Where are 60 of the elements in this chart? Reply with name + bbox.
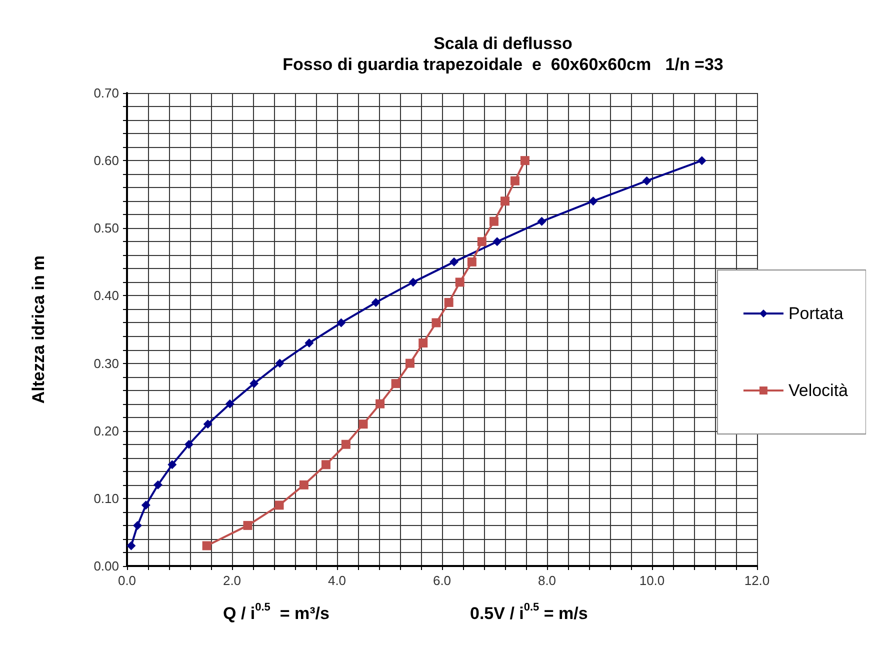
y-tick-label: 0.40 bbox=[94, 288, 119, 304]
y-tick-label: 0.00 bbox=[94, 558, 119, 574]
point bbox=[697, 156, 706, 166]
point bbox=[133, 520, 142, 530]
point bbox=[321, 460, 330, 470]
point bbox=[588, 196, 598, 206]
point bbox=[225, 399, 234, 408]
chart-subtitle: Fosso di guardia trapezoidale e 60x60x60cm 1/n =33 bbox=[282, 55, 724, 74]
point bbox=[432, 318, 441, 328]
point bbox=[371, 298, 380, 307]
point bbox=[304, 338, 314, 348]
point bbox=[250, 379, 259, 388]
point bbox=[274, 500, 284, 510]
point bbox=[203, 420, 212, 429]
point bbox=[126, 541, 136, 550]
point bbox=[168, 460, 177, 470]
point bbox=[500, 196, 510, 206]
y-tick-label: 0.70 bbox=[94, 86, 119, 100]
point bbox=[510, 176, 520, 186]
point bbox=[444, 298, 454, 307]
x-tick-label: 8.0 bbox=[538, 573, 556, 588]
legend-label: Portata bbox=[788, 304, 844, 323]
point bbox=[376, 399, 385, 408]
point bbox=[391, 379, 400, 388]
point bbox=[477, 237, 486, 246]
point bbox=[336, 318, 346, 328]
point bbox=[275, 358, 284, 368]
point bbox=[489, 216, 498, 226]
point bbox=[520, 156, 530, 166]
point bbox=[405, 358, 414, 368]
point bbox=[358, 420, 368, 429]
y-tick-label: 0.10 bbox=[94, 490, 119, 506]
x-tick-label: 10.0 bbox=[639, 573, 665, 588]
y-tick-label: 0.50 bbox=[94, 220, 119, 236]
y-tick-label: 0.30 bbox=[94, 356, 119, 371]
y-axis-title: Altezza idrica in m bbox=[29, 255, 48, 404]
x-tick-label: 6.0 bbox=[432, 573, 452, 588]
point bbox=[243, 520, 252, 530]
point bbox=[408, 278, 418, 287]
point bbox=[642, 176, 652, 186]
y-tick-label: 0.20 bbox=[94, 423, 119, 438]
point bbox=[153, 480, 162, 490]
point bbox=[141, 500, 150, 510]
y-tick-label: 0.60 bbox=[94, 153, 119, 168]
point bbox=[202, 541, 212, 550]
point bbox=[299, 480, 308, 490]
point bbox=[418, 338, 428, 348]
point bbox=[184, 440, 194, 449]
chart-title: Scala di deflusso bbox=[434, 34, 572, 53]
x-tick-label: 12.0 bbox=[744, 573, 770, 588]
point bbox=[341, 440, 350, 449]
point bbox=[537, 216, 546, 226]
legend-label: Velocità bbox=[788, 381, 849, 400]
point bbox=[450, 257, 459, 266]
point bbox=[492, 237, 502, 246]
point bbox=[467, 257, 476, 266]
point bbox=[455, 278, 464, 287]
x-tick-label: 2.0 bbox=[222, 573, 242, 588]
x-tick-label: 0.0 bbox=[118, 573, 136, 588]
x-tick-label: 4.0 bbox=[328, 573, 346, 588]
